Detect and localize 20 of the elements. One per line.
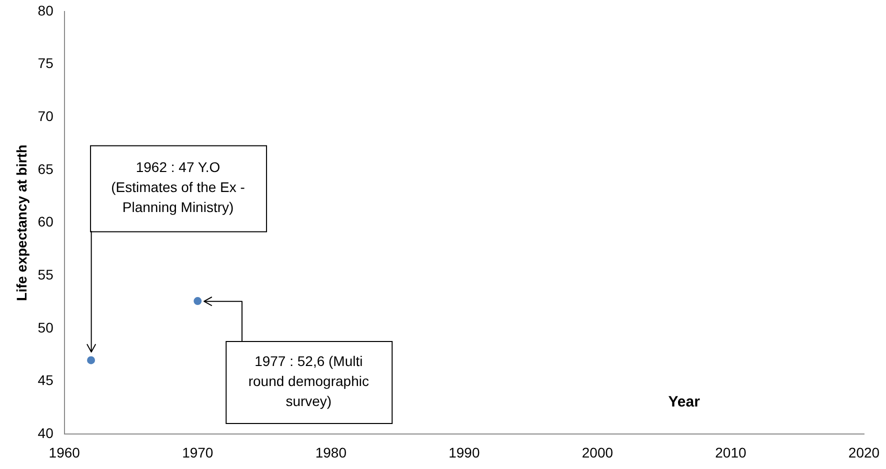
y-tick-label: 45	[38, 372, 54, 388]
y-tick-label: 50	[38, 319, 54, 336]
x-tick-label: 1970	[182, 444, 214, 460]
annotation: 1962 : 47 Y.O (Estimates of the Ex - Planning Ministry)	[111, 159, 246, 216]
y-tick-label: 65	[38, 160, 54, 177]
x-tick-label: 1990	[448, 444, 480, 460]
y-tick-label: 80	[38, 2, 54, 18]
x-tick-label: 2020	[848, 444, 880, 460]
x-tick-label: 2000	[582, 444, 614, 460]
annotation: 1977 : 52,6 (Multi round demographic survey)	[248, 352, 369, 409]
y-tick-label: 40	[38, 425, 54, 442]
y-tick-label: 70	[38, 108, 54, 124]
y-tick-label: 55	[38, 266, 54, 283]
y-tick-label: 60	[38, 214, 54, 230]
x-axis-title: Year	[668, 394, 700, 411]
x-tick-label: 1960	[48, 444, 80, 460]
y-axis-title: Life expectancy at birth	[13, 144, 30, 301]
x-tick-label: 1980	[315, 444, 347, 460]
x-tick-label: 2010	[715, 444, 747, 460]
y-tick-label: 75	[38, 55, 54, 72]
